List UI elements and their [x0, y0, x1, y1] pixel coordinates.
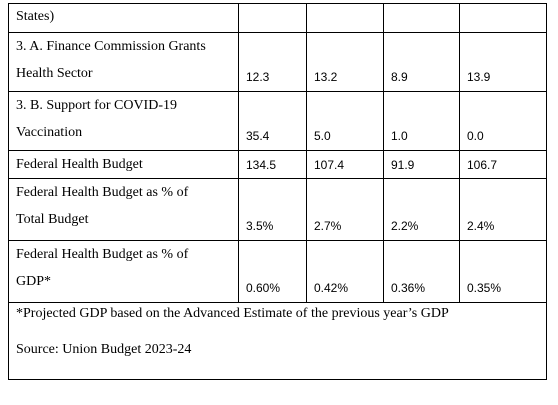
value-cell: 13.2 [306, 32, 384, 92]
cell-value: 134.5 [246, 158, 277, 172]
row-label-line: Federal Health Budget [16, 157, 143, 172]
table-row: States) [8, 3, 547, 33]
cell-value: 2.4% [467, 219, 495, 233]
value-cell: 0.60% [238, 240, 307, 303]
row-label-line: GDP* [16, 274, 52, 289]
value-cell: 35.4 [238, 91, 307, 151]
value-cell: 5.0 [306, 91, 384, 151]
cell-value: 107.4 [314, 158, 345, 172]
cell-value: 2.2% [391, 219, 419, 233]
row-label-cell: Federal Health Budget [8, 150, 239, 179]
value-cell: 91.9 [383, 150, 460, 179]
cell-value: 0.36% [391, 281, 426, 295]
value-cell: 0.35% [459, 240, 547, 303]
row-label-line: Federal Health Budget as % of [16, 247, 189, 262]
value-cell: 2.4% [459, 178, 547, 241]
row-label-line: Total Budget [16, 212, 89, 227]
value-cell [238, 3, 307, 33]
footnote-text: *Projected GDP based on the Advanced Est… [16, 306, 449, 321]
notes-cell: *Projected GDP based on the Advanced Est… [8, 302, 547, 380]
cell-value: 106.7 [467, 158, 498, 172]
cell-value: 8.9 [391, 70, 408, 84]
source-text: Source: Union Budget 2023-24 [16, 342, 192, 357]
cell-value: 0.42% [314, 281, 349, 295]
value-cell: 12.3 [238, 32, 307, 92]
row-label-cell: States) [8, 3, 239, 33]
cell-value: 0.60% [246, 281, 281, 295]
row-label-line: Health Sector [16, 66, 93, 81]
row-label-cell: Federal Health Budget as % of GDP* [8, 240, 239, 303]
value-cell: 8.9 [383, 32, 460, 92]
row-label-line: 3. A. Finance Commission Grants [16, 39, 206, 54]
value-cell: 0.36% [383, 240, 460, 303]
value-cell: 3.5% [238, 178, 307, 241]
row-label-line: 3. B. Support for COVID-19 [16, 98, 177, 113]
value-cell: 107.4 [306, 150, 384, 179]
cell-value: 0.35% [467, 281, 502, 295]
row-label-cell: 3. A. Finance Commission Grants Health S… [8, 32, 239, 92]
value-cell [306, 3, 384, 33]
table-row: 3. A. Finance Commission Grants Health S… [8, 32, 547, 92]
value-cell: 106.7 [459, 150, 547, 179]
cell-value: 3.5% [246, 219, 274, 233]
cell-value: 13.2 [314, 70, 338, 84]
value-cell [459, 3, 547, 33]
cell-value: 2.7% [314, 219, 342, 233]
cell-value: 5.0 [314, 129, 331, 143]
value-cell: 134.5 [238, 150, 307, 179]
cell-value: 0.0 [467, 129, 484, 143]
value-cell: 2.2% [383, 178, 460, 241]
table-row: Federal Health Budget as % of GDP* 0.60%… [8, 240, 547, 303]
row-label-line: Federal Health Budget as % of [16, 185, 189, 200]
table-row: Federal Health Budget 134.5 107.4 91.9 1… [8, 150, 547, 179]
health-budget-table: States) 3. A. Finance Commission Grants … [8, 3, 547, 380]
cell-value: 35.4 [246, 129, 270, 143]
table-row: 3. B. Support for COVID-19 Vaccination 3… [8, 91, 547, 151]
cell-value: 13.9 [467, 70, 491, 84]
row-label-cell: 3. B. Support for COVID-19 Vaccination [8, 91, 239, 151]
value-cell: 2.7% [306, 178, 384, 241]
row-label-line: Vaccination [16, 125, 83, 140]
cell-value: 1.0 [391, 129, 408, 143]
notes-row: *Projected GDP based on the Advanced Est… [8, 302, 547, 380]
cell-value: 12.3 [246, 70, 270, 84]
value-cell: 1.0 [383, 91, 460, 151]
row-label-line: States) [16, 9, 55, 24]
value-cell: 0.42% [306, 240, 384, 303]
value-cell: 0.0 [459, 91, 547, 151]
value-cell: 13.9 [459, 32, 547, 92]
row-label-cell: Federal Health Budget as % of Total Budg… [8, 178, 239, 241]
value-cell [383, 3, 460, 33]
table-row: Federal Health Budget as % of Total Budg… [8, 178, 547, 241]
cell-value: 91.9 [391, 158, 415, 172]
